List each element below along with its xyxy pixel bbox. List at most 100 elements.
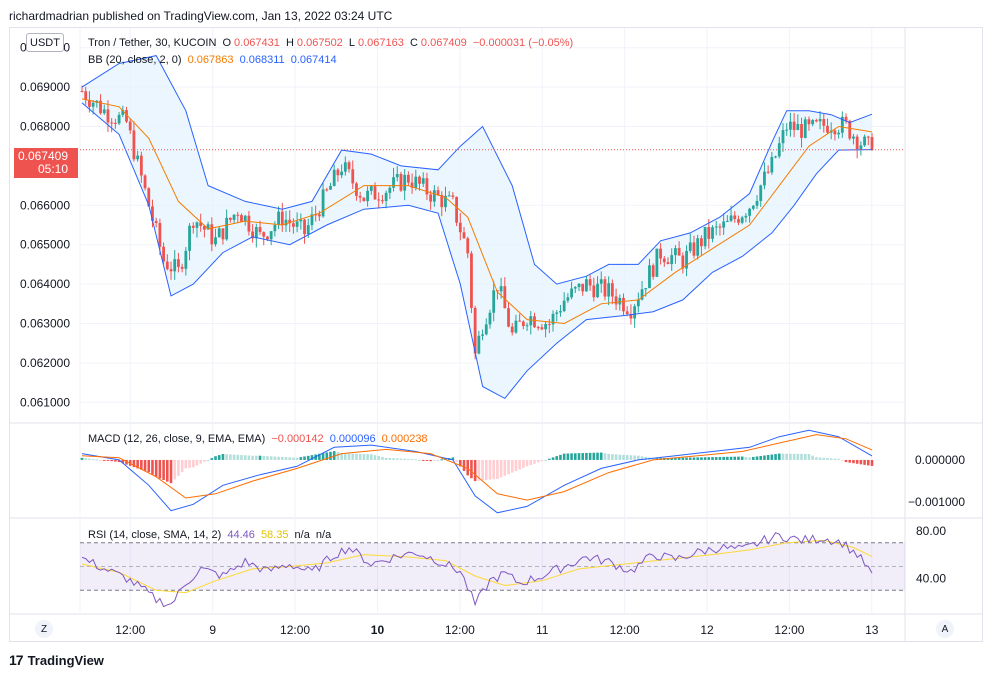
candle-body — [188, 225, 191, 251]
candle-body — [866, 136, 870, 138]
macd-histogram-bar — [321, 453, 325, 460]
candle-body — [870, 137, 874, 150]
candle-body — [381, 200, 384, 202]
candle-body — [336, 169, 340, 176]
macd-line — [81, 429, 873, 514]
candle-body — [789, 121, 792, 130]
macd-histogram-bar — [84, 458, 88, 460]
macd-histogram-bar — [870, 459, 874, 466]
candle-body — [258, 227, 262, 233]
macd-histogram-bar — [744, 456, 748, 460]
macd-histogram-bar — [362, 454, 366, 460]
candle-body — [169, 269, 173, 272]
tradingview-logo[interactable]: 17 TradingView — [9, 652, 104, 668]
candle-body — [329, 185, 332, 190]
macd-tick-label: 0.000000 — [915, 453, 965, 467]
candle-body — [295, 221, 299, 227]
rsi-legend[interactable]: RSI (14, close, SMA, 14, 2) 44.46 58.35 … — [88, 529, 334, 541]
candle-body — [366, 190, 369, 202]
macd-histogram-bar — [188, 459, 191, 468]
macd-histogram-bar — [455, 459, 458, 462]
macd-histogram-bar — [403, 458, 406, 460]
macd-histogram-bar — [848, 459, 852, 463]
macd-histogram-bar — [143, 459, 147, 471]
candle-body — [221, 228, 225, 240]
macd-histogram-bar — [466, 459, 470, 476]
candle-body — [143, 175, 147, 189]
candle-body — [262, 232, 266, 237]
macd-histogram-bar — [425, 459, 429, 461]
candle-body — [570, 288, 573, 298]
macd-histogram-bar — [99, 459, 102, 461]
candle-body — [384, 192, 388, 202]
candle-body — [625, 311, 629, 314]
macd-histogram-bar — [310, 455, 314, 460]
price-tick-label: 0.069000 — [20, 80, 70, 94]
bb-legend[interactable]: BB (20, close, 2, 0) 0.067863 0.068311 0… — [88, 54, 340, 66]
auto-scale-button[interactable]: A — [936, 620, 954, 638]
time-tick-label: 9 — [209, 623, 216, 637]
macd-histogram-bar — [377, 456, 381, 460]
macd-histogram-bar — [733, 456, 737, 460]
currency-button[interactable]: USDT — [26, 33, 64, 52]
macd-histogram-bar — [770, 454, 774, 460]
macd-histogram-bar — [499, 459, 503, 478]
candle-body — [136, 155, 140, 160]
close-value: 0.067409 — [420, 37, 467, 49]
macd-line-value: 0.000096 — [329, 433, 376, 445]
macd-histogram-bar — [492, 459, 495, 480]
macd-histogram-bar — [344, 453, 347, 460]
macd-histogram-bar — [433, 459, 436, 461]
candle-body — [666, 262, 670, 265]
candle-body — [488, 312, 492, 325]
candle-body — [306, 225, 310, 235]
macd-histogram-bar — [407, 458, 410, 460]
macd-legend[interactable]: MACD (12, 26, close, 9, EMA, EMA) −0.000… — [88, 433, 431, 445]
candle-body — [284, 219, 288, 226]
candle-body — [184, 250, 188, 269]
macd-histogram-bar — [614, 454, 618, 460]
candle-body — [525, 325, 529, 327]
macd-histogram-bar — [384, 457, 388, 460]
zoom-button[interactable]: Z — [35, 620, 53, 638]
candle-body — [347, 162, 351, 170]
price-tick-label: 0.065000 — [20, 238, 70, 252]
candle-body — [440, 195, 444, 208]
macd-histogram-bar — [777, 453, 781, 460]
candle-body — [547, 324, 551, 326]
candle-body — [703, 227, 707, 247]
macd-histogram-bar — [95, 459, 99, 461]
symbol-title[interactable]: Tron / Tether, 30, KUCOIN — [88, 37, 217, 49]
candle-body — [770, 157, 774, 173]
candle-body — [651, 265, 655, 277]
macd-histogram-bar — [826, 458, 829, 460]
macd-histogram-bar — [789, 453, 792, 460]
candle-body — [800, 124, 803, 138]
candle-body — [477, 335, 481, 354]
macd-histogram-bar — [395, 458, 399, 460]
candle-body — [514, 320, 518, 333]
candle-body — [481, 334, 484, 336]
macd-histogram-bar — [481, 459, 484, 481]
open-label: O — [222, 37, 232, 49]
rsi-tick-label: 40.00 — [916, 571, 946, 585]
chart-frame[interactable] — [9, 27, 983, 642]
macd-histogram-bar — [748, 457, 751, 460]
candle-body — [80, 91, 84, 93]
macd-histogram-bar — [603, 453, 607, 460]
price-tick-label: 0.068000 — [20, 120, 70, 134]
candle-body — [792, 121, 796, 131]
macd-histogram-bar — [251, 455, 254, 460]
macd-histogram-bar — [859, 459, 863, 465]
candle-body — [833, 130, 837, 135]
macd-histogram-bar — [581, 453, 585, 460]
rsi-ma-line — [81, 539, 873, 594]
macd-histogram-bar — [477, 459, 481, 481]
candle-body — [699, 238, 703, 247]
macd-histogram-bar — [700, 457, 703, 460]
candle-body — [292, 223, 295, 227]
candle-body — [740, 217, 744, 223]
candle-body — [247, 215, 251, 232]
candle-body — [759, 185, 763, 201]
